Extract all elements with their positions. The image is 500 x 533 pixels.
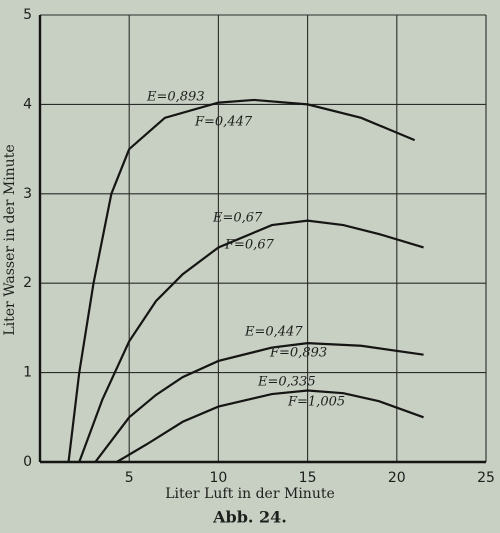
y-tick-label: 0 xyxy=(23,454,32,470)
curve-label: E=0,893 xyxy=(146,90,205,105)
y-tick-label: 1 xyxy=(23,365,32,381)
y-tick-label: 3 xyxy=(23,186,32,202)
curve xyxy=(78,219,424,463)
x-tick-label: 15 xyxy=(299,470,317,486)
y-tick-label: 4 xyxy=(23,96,32,112)
curve-label: F=0,893 xyxy=(269,346,327,361)
x-tick-label: 25 xyxy=(477,470,495,486)
curve xyxy=(67,98,416,463)
curve-label: E=0,447 xyxy=(244,325,303,340)
curve-label: F=1,005 xyxy=(287,395,345,410)
curve-label: F=0,447 xyxy=(194,115,253,130)
curve xyxy=(116,389,424,463)
curve-label: E=0,335 xyxy=(257,375,316,390)
chart-title: Abb. 24. xyxy=(212,508,287,527)
x-tick-label: 20 xyxy=(388,470,406,486)
x-tick-label: 10 xyxy=(209,470,227,486)
x-axis-label: Liter Luft in der Minute xyxy=(165,486,335,502)
curve-label: F=0,67 xyxy=(224,238,275,253)
curve-label: E=0,67 xyxy=(212,211,263,226)
curve xyxy=(94,341,424,463)
y-tick-label: 5 xyxy=(23,7,32,23)
y-axis-label: Liter Wasser in der Minute xyxy=(2,144,18,335)
x-tick-label: 5 xyxy=(125,470,134,486)
y-tick-label: 2 xyxy=(23,275,32,291)
